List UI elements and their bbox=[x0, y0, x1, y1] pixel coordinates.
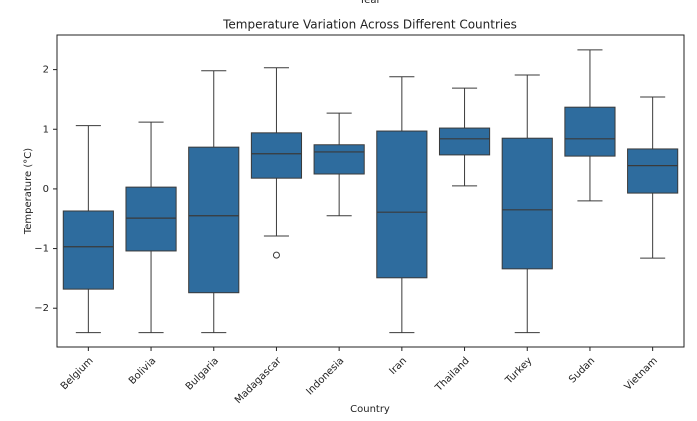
legend-title: Year bbox=[358, 0, 381, 6]
flier bbox=[272, 251, 280, 259]
x-tick-label: Iran bbox=[388, 355, 410, 377]
x-tick-label: Belgium bbox=[59, 355, 96, 392]
y-tick-label: −2 bbox=[34, 303, 49, 314]
x-tick-label: Bolivia bbox=[127, 355, 158, 386]
chart-title: Temperature Variation Across Different C… bbox=[222, 18, 517, 32]
plot-frame bbox=[56, 34, 685, 348]
y-tick-label: 2 bbox=[43, 65, 49, 76]
x-tick-label: Turkey bbox=[503, 355, 535, 387]
x-axis-label: Country bbox=[350, 404, 390, 415]
box bbox=[313, 144, 365, 175]
x-tick-label: Bulgaria bbox=[184, 355, 221, 392]
box bbox=[188, 146, 240, 294]
x-tick-label: Sudan bbox=[567, 355, 597, 385]
box bbox=[501, 137, 553, 270]
x-tick-label: Thailand bbox=[433, 355, 472, 394]
box bbox=[62, 210, 114, 290]
y-tick-label: −1 bbox=[34, 244, 49, 255]
y-axis-label: Temperature (°C) bbox=[23, 148, 34, 235]
y-tick-label: 0 bbox=[43, 184, 49, 195]
box bbox=[376, 130, 428, 279]
x-tick-label: Vietnam bbox=[623, 355, 660, 392]
box bbox=[438, 127, 491, 156]
box bbox=[125, 186, 177, 252]
x-tick-label: Indonesia bbox=[304, 355, 346, 397]
box bbox=[627, 148, 679, 194]
box bbox=[250, 132, 303, 179]
x-tick-label: Madagascar bbox=[233, 355, 284, 406]
box bbox=[564, 106, 616, 157]
y-tick-label: 1 bbox=[43, 124, 49, 135]
